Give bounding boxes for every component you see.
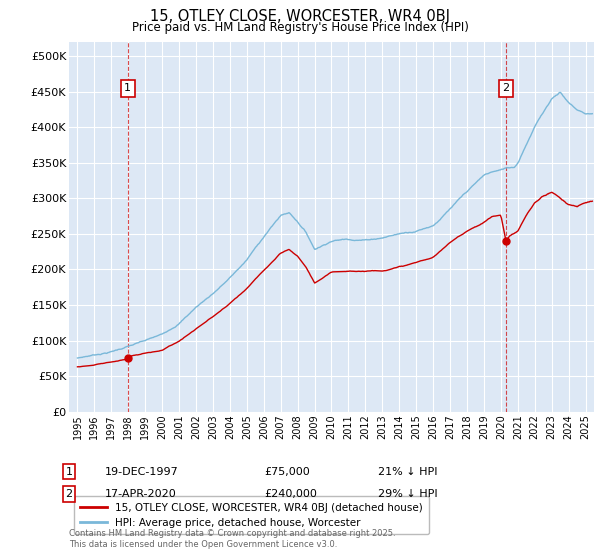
Legend: 15, OTLEY CLOSE, WORCESTER, WR4 0BJ (detached house), HPI: Average price, detach: 15, OTLEY CLOSE, WORCESTER, WR4 0BJ (det… xyxy=(74,496,429,534)
Text: 1: 1 xyxy=(124,83,131,93)
Text: 15, OTLEY CLOSE, WORCESTER, WR4 0BJ: 15, OTLEY CLOSE, WORCESTER, WR4 0BJ xyxy=(150,9,450,24)
Text: £240,000: £240,000 xyxy=(264,489,317,499)
Text: 17-APR-2020: 17-APR-2020 xyxy=(105,489,177,499)
Text: 2: 2 xyxy=(65,489,73,499)
Text: Price paid vs. HM Land Registry's House Price Index (HPI): Price paid vs. HM Land Registry's House … xyxy=(131,21,469,34)
Text: Contains HM Land Registry data © Crown copyright and database right 2025.
This d: Contains HM Land Registry data © Crown c… xyxy=(69,529,395,549)
Text: 21% ↓ HPI: 21% ↓ HPI xyxy=(378,466,437,477)
Text: £75,000: £75,000 xyxy=(264,466,310,477)
Text: 19-DEC-1997: 19-DEC-1997 xyxy=(105,466,179,477)
Text: 2: 2 xyxy=(502,83,509,93)
Text: 1: 1 xyxy=(65,466,73,477)
Text: 29% ↓ HPI: 29% ↓ HPI xyxy=(378,489,437,499)
